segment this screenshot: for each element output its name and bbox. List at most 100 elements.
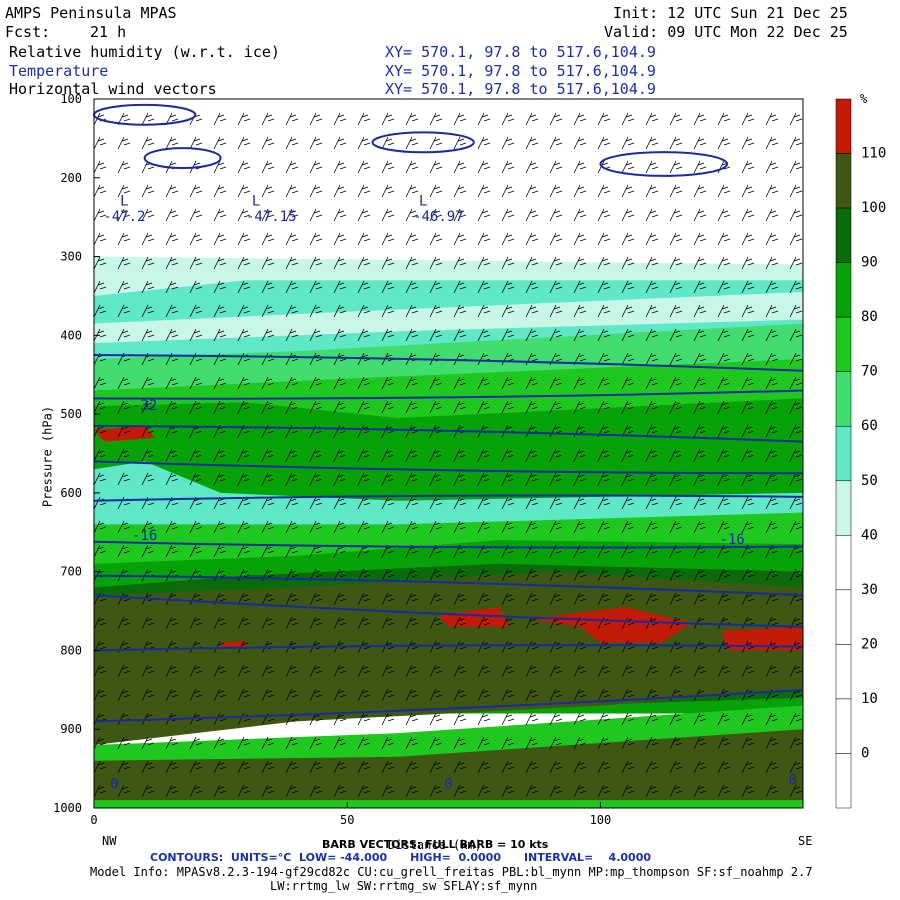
wind-barb [693,760,707,774]
wind-barb [669,784,683,798]
wind-barb [501,712,515,726]
wind-barb [213,448,227,462]
wind-barb [669,592,683,606]
wind-barb [213,784,227,798]
wind-barb [741,760,755,774]
wind-barb [477,616,491,630]
rh-shading-band-12 [94,729,803,801]
wind-barb [501,160,515,174]
wind-barb [261,688,275,702]
wind-barb [477,520,491,534]
wind-barb [525,520,539,534]
wind-barb [789,736,803,750]
wind-barb [237,544,251,558]
wind-barb [405,208,419,222]
wind-barb [117,520,131,534]
wind-barb [597,664,611,678]
wind-barb [237,280,251,294]
field-xy-rh: XY= 570.1, 97.8 to 517.6,104.9 [385,43,656,61]
init-time: Init: 12 UTC Sun 21 Dec 25 [613,4,848,22]
wind-barb [261,112,275,126]
field-xy-temperature: XY= 570.1, 97.8 to 517.6,104.9 [385,62,656,80]
x-tick-label: 50 [340,813,354,827]
wind-barb [213,736,227,750]
wind-barb [405,376,419,390]
wind-barb [765,784,779,798]
wind-barb [381,664,395,678]
wind-barb [405,136,419,150]
wind-barb [501,760,515,774]
wind-barb [621,472,635,486]
wind-barb [117,616,131,630]
wind-barb [285,496,299,510]
wind-barb [645,232,659,246]
wind-barb [93,280,107,294]
wind-barb [309,280,323,294]
wind-barb [309,160,323,174]
wind-barb [117,328,131,342]
wind-barb [573,424,587,438]
wind-barb [645,208,659,222]
field-name-rh: Relative humidity (w.r.t. ice) [9,43,280,61]
wind-barb [309,592,323,606]
wind-barb [525,664,539,678]
wind-barb [501,256,515,270]
wind-barb [333,280,347,294]
wind-barb [237,616,251,630]
wind-barb [741,184,755,198]
colorbar-label: 0 [861,745,869,761]
temperature-contour-closed [599,151,729,177]
wind-barb [381,640,395,654]
colorbar-label: 40 [861,527,878,543]
wind-barb [333,352,347,366]
wind-barb [669,520,683,534]
contour-label: -16 [719,532,744,548]
wind-barb [597,520,611,534]
wind-barb [381,592,395,606]
wind-barb [333,304,347,318]
wind-barb [141,136,155,150]
wind-barb [213,688,227,702]
wind-barb [381,328,395,342]
wind-barb [501,112,515,126]
wind-barb [405,784,419,798]
wind-barb [93,736,107,750]
wind-barb [717,664,731,678]
wind-barb [405,568,419,582]
colorbar-swatch [835,480,852,536]
wind-barb [405,616,419,630]
wind-barb [381,496,395,510]
colorbar-label: 60 [861,418,878,434]
wind-barb [597,328,611,342]
wind-barb [765,352,779,366]
wind-barb [237,256,251,270]
wind-barb [717,424,731,438]
wind-barb [237,232,251,246]
wind-barb [525,592,539,606]
wind-barb [93,544,107,558]
wind-barb [477,592,491,606]
wind-barb [453,376,467,390]
wind-barb [285,136,299,150]
wind-barb [357,592,371,606]
wind-barb [429,256,443,270]
wind-barb [741,328,755,342]
wind-barb [501,736,515,750]
wind-barb [573,160,587,174]
colorbar-label: 20 [861,636,878,652]
wind-barb [693,184,707,198]
wind-barb [525,352,539,366]
wind-barb [333,592,347,606]
wind-barb [501,376,515,390]
wind-barb [525,400,539,414]
wind-barb [237,304,251,318]
wind-barb [453,304,467,318]
x-right-label: SE [798,834,813,848]
rh-max-pocket-2 [721,626,803,651]
wind-barb [549,568,563,582]
wind-barb [525,304,539,318]
wind-barb [405,520,419,534]
wind-barb [501,328,515,342]
wind-barb [333,112,347,126]
wind-barb [357,208,371,222]
